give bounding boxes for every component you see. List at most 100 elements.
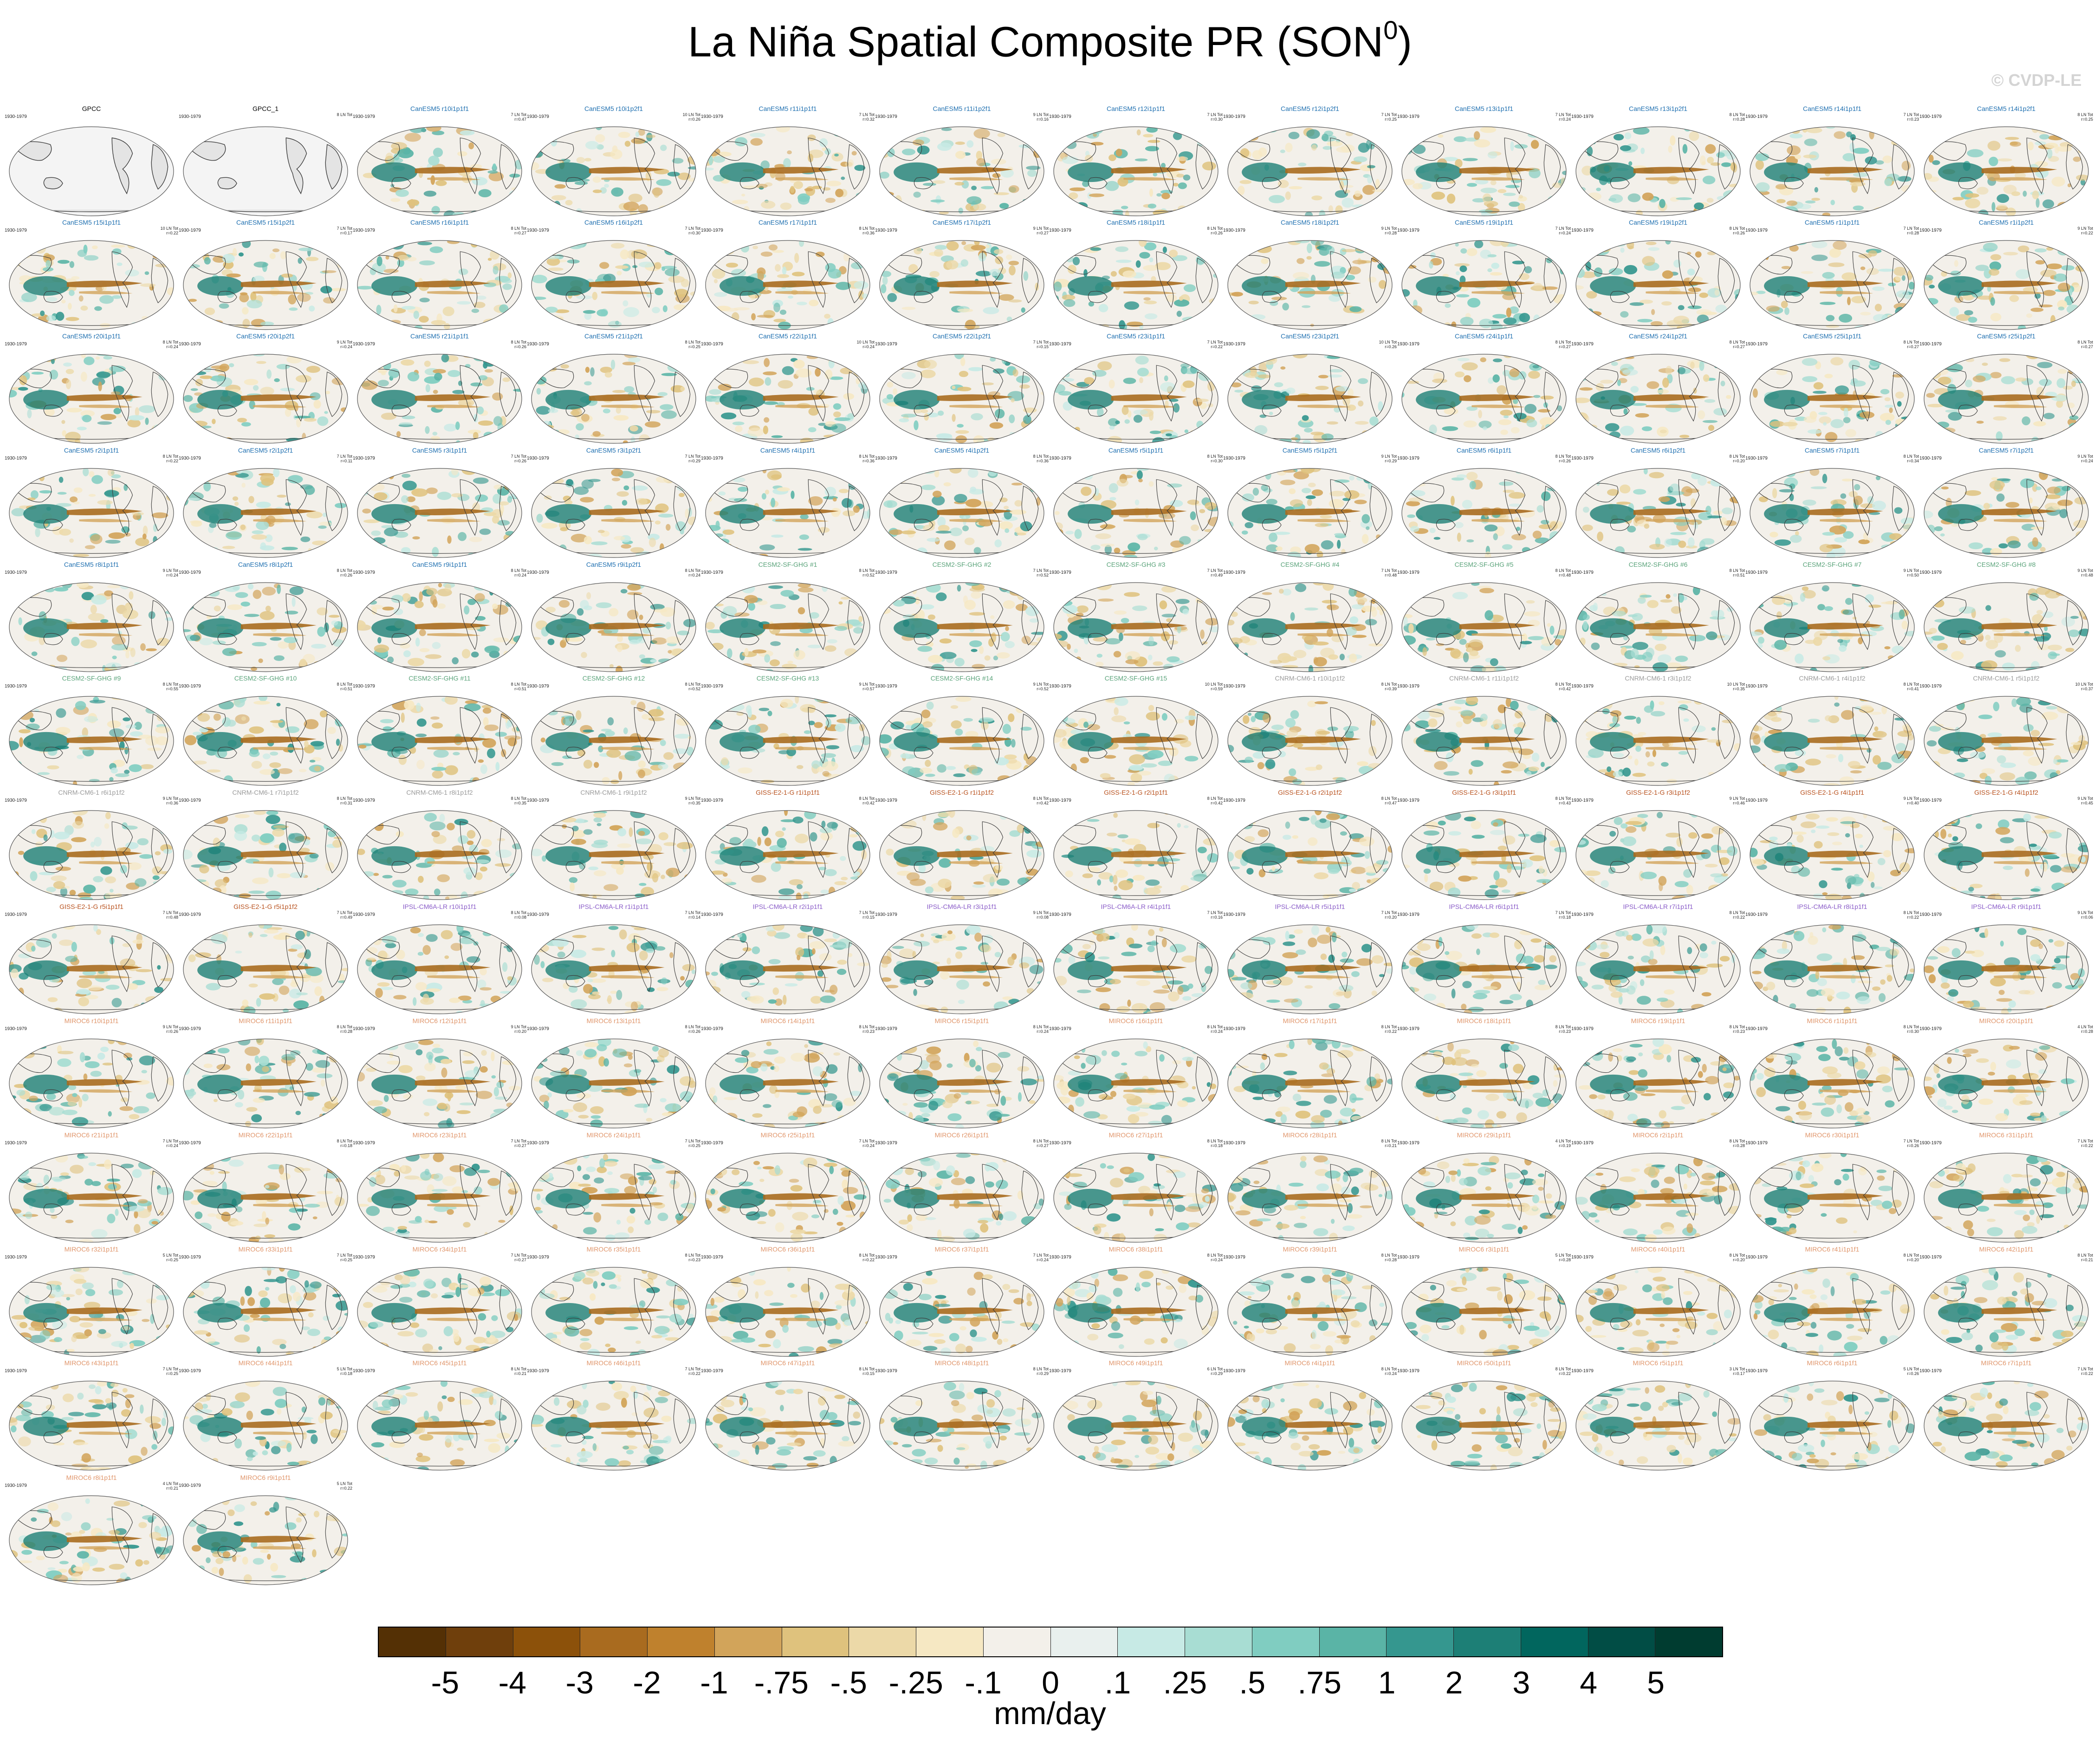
- panel-stat: 8 LN Tot r=0.25: [685, 340, 700, 349]
- panel-stat: 7 LN Tot r=0.29: [685, 454, 700, 463]
- map-outline: [1575, 696, 1741, 786]
- panel-period: 1930-1979: [1745, 570, 1768, 575]
- map-panel: GISS-E2-1-G r4i1p1f2 1930-1979 9 LN Tot r=…: [1919, 788, 2093, 904]
- map-svg: [705, 1038, 870, 1128]
- panel-title: MIROC6 r21i1p1f1: [64, 1131, 119, 1139]
- panel-stat: 8 LN Tot r=0.36: [859, 454, 875, 463]
- panel-stat: 8 LN Tot r=0.30: [1903, 1025, 1919, 1034]
- panel-period: 1930-1979: [1397, 114, 1419, 119]
- panel-period: 1930-1979: [1397, 342, 1419, 347]
- map-panel: CESM2-SF-GHG #5 1930-1979 8 LN Tot r=0.48: [1397, 560, 1571, 676]
- precip-anomaly: [1401, 240, 1567, 330]
- map-panel: MIROC6 r15i1p1f1 1930-1979 8 LN Tot r=0.24: [875, 1016, 1049, 1132]
- map-outline: [1053, 1381, 1219, 1471]
- map-panel: CanESM5 r2i1p2f1 1930-1979 7 LN Tot r=0.11: [179, 446, 352, 562]
- map-svg: [1575, 582, 1741, 672]
- map-panel: MIROC6 r27i1p1f1 1930-1979 8 LN Tot r=0.18: [1049, 1130, 1223, 1246]
- map-panel: CNRM-CM6-1 r5i1p1f2 1930-1979 10 LN Tot r=…: [1919, 674, 2093, 790]
- panel-title: CanESM5 r12i1p1f1: [1106, 105, 1166, 112]
- map-svg: [1924, 924, 2089, 1014]
- map-panel: CanESM5 r9i1p1f1 1930-1979 8 LN Tot r=0.24: [353, 560, 526, 676]
- map-svg: [9, 240, 174, 330]
- panel-stat: 8 LN Tot r=0.43: [1555, 796, 1571, 805]
- panel-period: 1930-1979: [875, 1255, 897, 1260]
- panel-period: 1930-1979: [353, 342, 375, 347]
- map-panel: CanESM5 r17i1p2f1 1930-1979 9 LN Tot r=0.2…: [875, 218, 1049, 334]
- panel-title: CESM2-SF-GHG #13: [756, 674, 819, 682]
- panel-title: CanESM5 r21i1p2f1: [584, 332, 643, 340]
- colorbar-tick-label: -.25: [888, 1665, 943, 1700]
- panel-title: GISS-E2-1-G r1i1p1f1: [756, 789, 820, 796]
- map-svg: [9, 924, 174, 1014]
- panel-title: MIROC6 r5i1p1f1: [1633, 1359, 1684, 1367]
- map-panel: MIROC6 r43i1p1f1 1930-1979 7 LN Tot r=0.25: [5, 1358, 178, 1474]
- panel-title: CESM2-SF-GHG #1: [758, 561, 817, 568]
- map-outline: [9, 1495, 174, 1585]
- map-svg: [531, 240, 696, 330]
- map-panel: CanESM5 r7i1p2f1 1930-1979 9 LN Tot r=0.24: [1919, 446, 2093, 562]
- panel-period: 1930-1979: [1919, 570, 1942, 575]
- panel-stat: 8 LN Tot r=0.51: [511, 682, 526, 691]
- map-svg: [1053, 240, 1219, 330]
- map-outline: [1227, 354, 1393, 444]
- map-outline: [9, 126, 174, 216]
- panel-stat: 9 LN Tot r=0.46: [1729, 796, 1745, 805]
- panel-period: 1930-1979: [1049, 342, 1071, 347]
- panel-stat: 8 LN Tot r=0.47: [1381, 796, 1397, 805]
- map-svg: [1575, 1038, 1741, 1128]
- panel-period: 1930-1979: [1397, 912, 1419, 917]
- map-svg: [1750, 582, 1915, 672]
- panel-title: GISS-E2-1-G r4i1p1f1: [1800, 789, 1864, 796]
- panel-stat: 8 LN Tot r=0.22: [1555, 1367, 1571, 1376]
- map-svg: [531, 582, 696, 672]
- map-panel: CanESM5 r14i1p2f1 1930-1979 8 LN Tot r=0.2…: [1919, 104, 2093, 220]
- map-panel: MIROC6 r24i1p1f1 1930-1979 7 LN Tot r=0.25: [527, 1130, 700, 1246]
- colorbar-tick-label: -1: [700, 1665, 728, 1700]
- map-svg: [1750, 696, 1915, 786]
- map-svg: [705, 354, 870, 444]
- panel-period: 1930-1979: [701, 1255, 723, 1260]
- panel-period: 1930-1979: [1223, 114, 1245, 119]
- panel-title: CanESM5 r3i1p2f1: [586, 447, 642, 454]
- map-outline: [705, 126, 870, 216]
- colorbar: [378, 1627, 1723, 1657]
- map-svg: [879, 1153, 1044, 1243]
- panel-period: 1930-1979: [1919, 114, 1942, 119]
- panel-stat: 8 LN Tot r=0.24: [1207, 1025, 1223, 1034]
- map-panel: GISS-E2-1-G r1i1p1f1 1930-1979 8 LN Tot r=…: [701, 788, 875, 904]
- panel-stat: 8 LN Tot r=0.23: [859, 1025, 875, 1034]
- map-panel: CanESM5 r11i1p1f1 1930-1979 7 LN Tot r=0.3…: [701, 104, 875, 220]
- map-svg: [1227, 468, 1393, 558]
- panel-period: 1930-1979: [1049, 684, 1071, 689]
- map-svg: [183, 582, 348, 672]
- panel-period: 1930-1979: [179, 1026, 201, 1031]
- colorbar-swatch: [983, 1628, 1051, 1656]
- map-svg: [357, 354, 522, 444]
- colorbar-swatch: [1050, 1628, 1118, 1656]
- map-outline: [1924, 696, 2089, 786]
- panel-title: MIROC6 r1i1p1f1: [1807, 1017, 1858, 1025]
- map-svg: [183, 810, 348, 900]
- map-outline: [1750, 1038, 1915, 1128]
- panel-stat: 3 LN Tot r=0.17: [1729, 1367, 1745, 1376]
- panel-period: 1930-1979: [527, 912, 549, 917]
- panel-period: 1930-1979: [1397, 228, 1419, 233]
- map-svg: [1924, 696, 2089, 786]
- map-svg: [705, 240, 870, 330]
- map-panel: CanESM5 r24i1p1f1 1930-1979 8 LN Tot r=0.2…: [1397, 331, 1571, 447]
- panel-title: CanESM5 r23i1p1f1: [1106, 332, 1166, 340]
- panel-period: 1930-1979: [353, 1026, 375, 1031]
- map-panel: MIROC6 r41i1p1f1 1930-1979 8 LN Tot r=0.20: [1745, 1245, 1919, 1361]
- map-panel: MIROC6 r8i1p1f1 1930-1979 4 LN Tot r=0.21: [5, 1473, 178, 1589]
- panel-title: MIROC6 r36i1p1f1: [760, 1245, 815, 1253]
- panel-stat: 7 LN Tot r=0.27: [511, 1253, 526, 1262]
- map-svg: [1575, 1381, 1741, 1471]
- panel-period: 1930-1979: [179, 228, 201, 233]
- map-panel: CNRM-CM6-1 r4i1p1f2 1930-1979 8 LN Tot r=0…: [1745, 674, 1919, 790]
- panel-period: 1930-1979: [875, 570, 897, 575]
- panel-period: 1930-1979: [179, 684, 201, 689]
- panel-stat: 7 LN Tot r=0.23: [1903, 112, 1919, 122]
- map-svg: [1401, 1153, 1567, 1243]
- panel-title: CanESM5 r10i1p2f1: [584, 105, 643, 112]
